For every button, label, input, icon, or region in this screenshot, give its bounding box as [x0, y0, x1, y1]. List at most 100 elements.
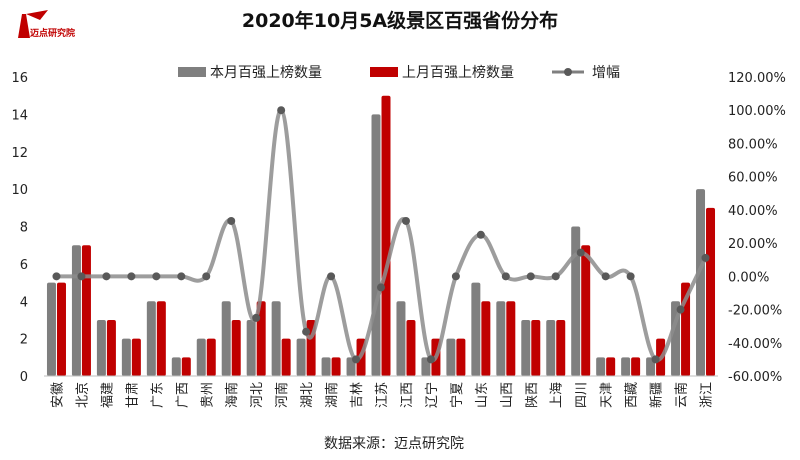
bar-previous[interactable]	[406, 319, 416, 376]
bar-current[interactable]	[271, 301, 281, 376]
growth-point[interactable]	[651, 355, 660, 364]
bar-previous[interactable]	[206, 338, 216, 376]
growth-point[interactable]	[401, 216, 410, 225]
bar-current[interactable]	[521, 319, 531, 376]
bar-previous[interactable]	[331, 357, 341, 376]
legend-label-previous: 上月百强上榜数量	[402, 64, 514, 81]
legend-item-growth[interactable]: 增幅	[552, 65, 620, 81]
growth-point[interactable]	[676, 305, 685, 314]
bar-current[interactable]	[321, 357, 331, 376]
left-tick-label: 2	[20, 333, 28, 348]
growth-point[interactable]	[152, 272, 161, 281]
category-label: 陕西	[525, 382, 540, 408]
growth-point[interactable]	[576, 248, 585, 257]
growth-point[interactable]	[327, 272, 336, 281]
growth-point[interactable]	[252, 313, 261, 322]
growth-point[interactable]	[302, 327, 311, 336]
growth-point[interactable]	[701, 253, 710, 262]
category-label: 贵州	[200, 382, 215, 408]
category-label: 江苏	[374, 382, 390, 408]
bar-previous[interactable]	[381, 95, 391, 376]
bar-current[interactable]	[546, 319, 556, 376]
growth-point[interactable]	[77, 272, 86, 281]
growth-point[interactable]	[476, 230, 485, 239]
bar-previous[interactable]	[456, 338, 466, 376]
growth-point[interactable]	[52, 272, 61, 281]
category-label: 新疆	[649, 382, 665, 408]
bar-previous[interactable]	[106, 319, 116, 376]
category-label: 海南	[224, 382, 240, 408]
growth-point[interactable]	[277, 106, 286, 115]
bar-previous[interactable]	[56, 282, 66, 376]
category-label: 福建	[100, 382, 115, 408]
category-label: 上海	[550, 382, 565, 408]
bar-current[interactable]	[46, 282, 56, 376]
legend-marker-growth	[564, 68, 572, 76]
bar-current[interactable]	[446, 338, 456, 376]
legend-swatch-previous	[370, 67, 398, 77]
bar-previous[interactable]	[231, 319, 241, 376]
bar-current[interactable]	[196, 338, 206, 376]
bar-previous[interactable]	[606, 357, 616, 376]
bar-current[interactable]	[146, 301, 156, 376]
growth-point[interactable]	[202, 272, 211, 281]
bar-previous[interactable]	[581, 245, 591, 376]
bar-previous[interactable]	[481, 301, 491, 376]
bar-previous[interactable]	[181, 357, 191, 376]
bar-previous[interactable]	[281, 338, 291, 376]
bar-current[interactable]	[621, 357, 631, 376]
right-tick-label: 100.00%	[728, 104, 786, 119]
bar-current[interactable]	[246, 319, 256, 376]
growth-point[interactable]	[626, 272, 635, 281]
chart-title: 2020年10月5A级景区百强省份分布	[242, 9, 558, 32]
bar-current[interactable]	[221, 301, 231, 376]
bar-current[interactable]	[696, 189, 706, 376]
category-label: 河北	[250, 382, 265, 408]
bar-current[interactable]	[71, 245, 81, 376]
right-tick-label: -20.00%	[728, 304, 782, 319]
bar-current[interactable]	[96, 319, 106, 376]
bar-previous[interactable]	[506, 301, 516, 376]
growth-point[interactable]	[451, 272, 460, 281]
logo-tower-icon	[18, 14, 30, 38]
growth-line-layer	[52, 106, 710, 364]
bar-current[interactable]	[171, 357, 181, 376]
right-tick-label: -60.00%	[728, 370, 782, 385]
bar-current[interactable]	[371, 114, 381, 376]
bar-previous[interactable]	[631, 357, 641, 376]
legend-item-current[interactable]: 本月百强上榜数量	[178, 64, 322, 81]
category-label: 广西	[175, 382, 190, 408]
left-tick-label: 6	[20, 258, 28, 273]
growth-point[interactable]	[426, 355, 435, 364]
growth-point[interactable]	[526, 272, 535, 281]
legend-item-previous[interactable]: 上月百强上榜数量	[370, 64, 514, 81]
bar-layer	[46, 95, 716, 377]
category-label: 吉林	[350, 382, 365, 408]
growth-point[interactable]	[127, 272, 136, 281]
bar-current[interactable]	[571, 226, 581, 377]
bar-previous[interactable]	[131, 338, 141, 376]
bar-current[interactable]	[596, 357, 606, 376]
growth-point[interactable]	[177, 272, 186, 281]
growth-point[interactable]	[501, 272, 510, 281]
growth-point[interactable]	[377, 283, 385, 292]
growth-point[interactable]	[551, 272, 560, 281]
bar-previous[interactable]	[531, 319, 541, 376]
left-axis: 0 2 4 6 8 10 12 14 16	[11, 71, 28, 385]
bar-previous[interactable]	[706, 207, 716, 376]
bar-current[interactable]	[121, 338, 131, 376]
bar-current[interactable]	[471, 282, 481, 376]
category-label: 安徽	[50, 382, 65, 408]
bar-current[interactable]	[296, 338, 306, 376]
bar-current[interactable]	[496, 301, 506, 376]
growth-point[interactable]	[352, 355, 361, 364]
bar-previous[interactable]	[156, 301, 166, 376]
bar-current[interactable]	[396, 301, 406, 376]
growth-point[interactable]	[601, 272, 610, 281]
category-label: 河南	[274, 382, 290, 408]
growth-point[interactable]	[227, 216, 236, 225]
right-tick-label: 60.00%	[728, 171, 778, 186]
bar-previous[interactable]	[81, 245, 91, 376]
bar-previous[interactable]	[556, 319, 566, 376]
growth-point[interactable]	[102, 272, 111, 281]
